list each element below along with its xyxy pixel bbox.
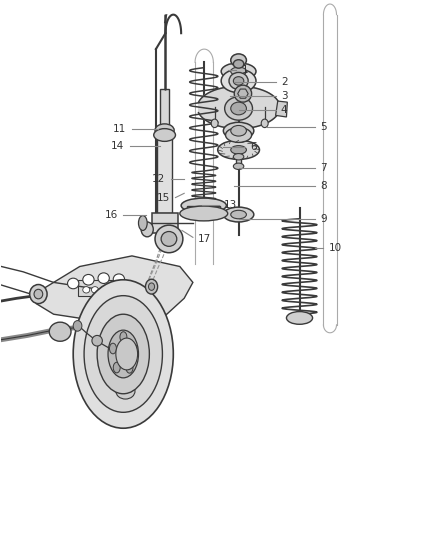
Ellipse shape <box>221 69 256 93</box>
Polygon shape <box>198 86 280 128</box>
Text: 10: 10 <box>328 243 342 253</box>
Bar <box>160 89 169 142</box>
Ellipse shape <box>100 287 107 293</box>
Ellipse shape <box>73 280 173 428</box>
Ellipse shape <box>231 67 247 76</box>
Ellipse shape <box>30 285 47 304</box>
Text: 11: 11 <box>113 124 126 134</box>
Text: 16: 16 <box>104 209 117 220</box>
Ellipse shape <box>231 54 247 67</box>
Ellipse shape <box>98 273 110 284</box>
Text: 17: 17 <box>198 234 212 244</box>
Ellipse shape <box>116 383 135 399</box>
Ellipse shape <box>126 362 133 373</box>
Bar <box>157 131 173 214</box>
Ellipse shape <box>113 362 120 373</box>
Ellipse shape <box>108 330 138 378</box>
Ellipse shape <box>84 296 162 413</box>
Ellipse shape <box>218 140 259 159</box>
Ellipse shape <box>181 198 226 213</box>
Ellipse shape <box>110 343 117 354</box>
Bar <box>78 280 113 296</box>
Ellipse shape <box>97 314 149 394</box>
Ellipse shape <box>92 287 99 293</box>
Text: 12: 12 <box>152 174 166 184</box>
Ellipse shape <box>113 274 124 285</box>
Text: 4: 4 <box>281 104 287 115</box>
Ellipse shape <box>67 278 79 289</box>
Text: 9: 9 <box>320 214 327 224</box>
Bar <box>187 206 220 214</box>
Text: 15: 15 <box>156 192 170 203</box>
Ellipse shape <box>116 338 138 370</box>
Ellipse shape <box>130 344 137 354</box>
Ellipse shape <box>211 119 218 127</box>
Polygon shape <box>102 331 145 347</box>
Text: 3: 3 <box>281 91 287 101</box>
Ellipse shape <box>161 231 177 246</box>
Ellipse shape <box>233 60 244 68</box>
Ellipse shape <box>234 85 252 102</box>
Ellipse shape <box>231 102 247 115</box>
Ellipse shape <box>233 77 244 85</box>
Text: 8: 8 <box>320 181 327 191</box>
Ellipse shape <box>154 128 176 141</box>
Ellipse shape <box>138 216 147 230</box>
Ellipse shape <box>233 163 244 169</box>
Text: 7: 7 <box>320 164 327 173</box>
Ellipse shape <box>233 154 244 160</box>
Ellipse shape <box>155 225 183 253</box>
Ellipse shape <box>141 222 153 237</box>
Polygon shape <box>36 256 193 319</box>
Bar <box>152 213 178 233</box>
Polygon shape <box>238 89 248 98</box>
Ellipse shape <box>226 127 252 142</box>
Ellipse shape <box>49 322 71 341</box>
Ellipse shape <box>231 211 247 219</box>
Text: 5: 5 <box>320 122 327 132</box>
Ellipse shape <box>261 119 268 127</box>
Ellipse shape <box>92 335 102 346</box>
Ellipse shape <box>83 287 90 293</box>
Text: 1: 1 <box>242 66 248 75</box>
Ellipse shape <box>180 206 228 221</box>
Ellipse shape <box>229 72 248 90</box>
Bar <box>237 157 241 166</box>
Ellipse shape <box>286 312 313 324</box>
Ellipse shape <box>83 274 94 285</box>
Ellipse shape <box>225 97 253 120</box>
Text: 14: 14 <box>111 141 124 151</box>
Ellipse shape <box>231 146 247 154</box>
Ellipse shape <box>223 207 254 222</box>
Ellipse shape <box>73 320 82 331</box>
Ellipse shape <box>223 122 254 139</box>
Ellipse shape <box>155 124 174 136</box>
Ellipse shape <box>221 63 256 80</box>
Text: 6: 6 <box>251 142 257 152</box>
Ellipse shape <box>231 125 247 136</box>
Ellipse shape <box>34 289 43 299</box>
Ellipse shape <box>148 283 155 290</box>
Polygon shape <box>276 101 287 117</box>
Text: 13: 13 <box>224 200 237 210</box>
Text: 2: 2 <box>281 77 287 87</box>
Ellipse shape <box>120 332 127 342</box>
Ellipse shape <box>145 279 158 294</box>
